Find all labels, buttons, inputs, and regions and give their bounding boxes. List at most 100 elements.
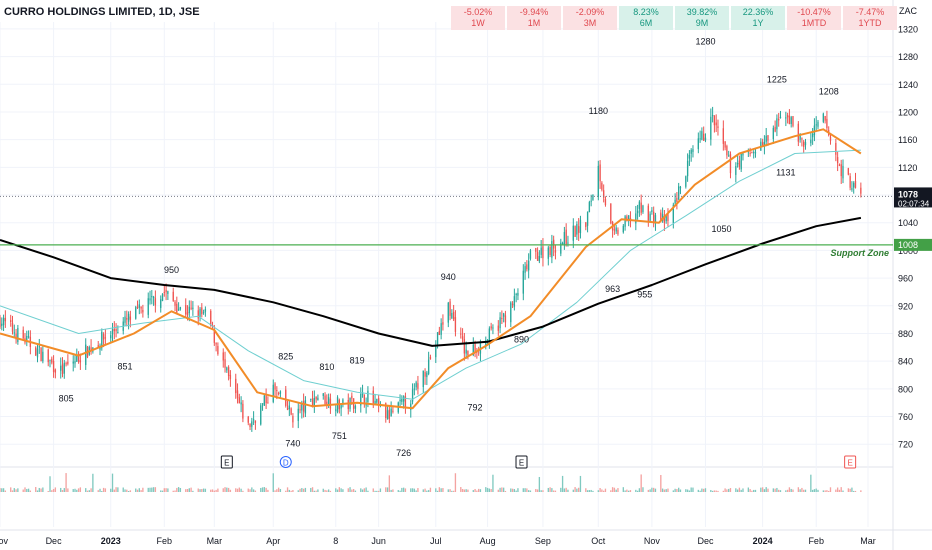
volume-bar xyxy=(563,488,566,492)
volume-bar xyxy=(613,487,616,492)
volume-bar xyxy=(651,487,653,492)
candle-body xyxy=(142,309,144,313)
candle-body xyxy=(561,243,564,245)
volume-bar xyxy=(665,489,667,492)
candle-body xyxy=(360,394,362,406)
perf-1y[interactable]: 22.36% 1Y xyxy=(731,6,785,30)
candle-body xyxy=(467,350,469,356)
candle-body xyxy=(504,315,507,323)
volume-bar xyxy=(335,488,337,492)
time-axis[interactable]: Nov Dec 2023 Feb Mar Apr 8 Jun Jul Aug Sep Oct Nov De… xyxy=(0,536,876,546)
volume-bar xyxy=(599,488,601,492)
candle-body xyxy=(854,180,857,188)
volume-bar xyxy=(510,488,512,492)
candle-body xyxy=(449,301,451,316)
candle-body xyxy=(311,398,314,408)
candle-body xyxy=(276,390,278,392)
volume-bar xyxy=(365,487,367,492)
candle-body xyxy=(579,219,582,234)
perf-period: 1M xyxy=(527,18,541,28)
volume-bar xyxy=(199,489,201,492)
perf-3m[interactable]: -2.09% 3M xyxy=(563,6,617,30)
volume-bar xyxy=(190,487,192,492)
candle-body xyxy=(663,215,666,223)
candle-body xyxy=(442,322,444,325)
earnings-marker[interactable]: E xyxy=(515,455,528,469)
volume-bar xyxy=(401,487,403,492)
time-tick-label: Feb xyxy=(808,536,824,546)
volume-bar xyxy=(442,488,444,492)
candle-body xyxy=(510,302,512,323)
perf-6m[interactable]: 8.23% 6M xyxy=(619,6,673,30)
candle-body xyxy=(765,135,767,142)
volume-bar xyxy=(653,487,655,492)
volume-bar xyxy=(738,487,741,492)
volume-bar xyxy=(742,488,744,492)
volume-bar xyxy=(142,487,144,492)
candle-body xyxy=(597,165,599,197)
volume-bar xyxy=(427,490,430,492)
perf-1w[interactable]: -5.02% 1W xyxy=(451,6,505,30)
candle-body xyxy=(13,332,15,334)
perf-9m[interactable]: 39.82% 9M xyxy=(675,6,729,30)
candle-body xyxy=(322,393,324,396)
pivot-label: 1280 xyxy=(695,37,715,47)
volume-bar xyxy=(597,490,599,492)
volume-bar xyxy=(247,488,249,492)
candle-body xyxy=(535,248,537,252)
perf-1mtd[interactable]: -10.47% 1MTD xyxy=(787,6,841,30)
candle-body xyxy=(660,212,662,221)
volume-bar xyxy=(236,488,239,492)
volume-bar xyxy=(129,490,132,492)
volume-bar xyxy=(322,488,324,492)
volume-bar xyxy=(497,489,499,492)
candle-body xyxy=(672,204,674,223)
candle-body xyxy=(653,211,655,223)
volume-bar xyxy=(476,490,478,492)
candle-body xyxy=(411,389,414,402)
volume-bar xyxy=(211,489,214,492)
volume-bar xyxy=(663,489,666,492)
time-tick-label: Jul xyxy=(430,536,442,546)
volume-bar xyxy=(611,487,614,492)
candle-body xyxy=(388,409,391,419)
volume-bar xyxy=(138,488,140,492)
earnings-marker[interactable]: E xyxy=(220,455,233,469)
candle-body xyxy=(149,298,151,301)
volume-bar xyxy=(379,488,382,492)
volume-bar xyxy=(186,489,189,492)
candle-body xyxy=(613,229,616,231)
candle-body xyxy=(76,354,78,362)
candle-body xyxy=(790,117,792,124)
volume-bar xyxy=(54,487,57,492)
symbol-title: CURRO HOLDINGS LIMITED, 1D, JSE xyxy=(4,6,200,18)
volume-bar xyxy=(704,488,707,492)
volume-bar xyxy=(715,490,717,492)
candle-body xyxy=(726,146,728,156)
volume-bar xyxy=(149,487,151,492)
volume-bar xyxy=(640,474,642,492)
candle-body xyxy=(740,154,742,170)
support-label: Support Zone xyxy=(831,248,890,258)
candle-body xyxy=(286,407,289,410)
candle-body xyxy=(772,127,775,139)
volume-bar xyxy=(165,488,167,492)
volume-bar xyxy=(447,489,449,492)
candle-body xyxy=(90,347,92,352)
time-tick-label: 8 xyxy=(333,536,338,546)
volume-bar xyxy=(486,487,489,492)
perf-1ytd[interactable]: -7.47% 1YTD xyxy=(843,6,897,30)
earnings-marker[interactable]: E xyxy=(844,455,857,469)
perf-1m[interactable]: -9.94% 1M xyxy=(507,6,561,30)
price-tick-label: 1240 xyxy=(898,80,918,90)
candle-body xyxy=(488,328,491,342)
volume-bar xyxy=(763,489,766,492)
candle-body xyxy=(472,344,474,356)
candle-body xyxy=(728,155,730,157)
volume-bar xyxy=(779,490,782,492)
candle-body xyxy=(801,138,803,140)
dividend-marker[interactable]: D xyxy=(279,456,292,468)
